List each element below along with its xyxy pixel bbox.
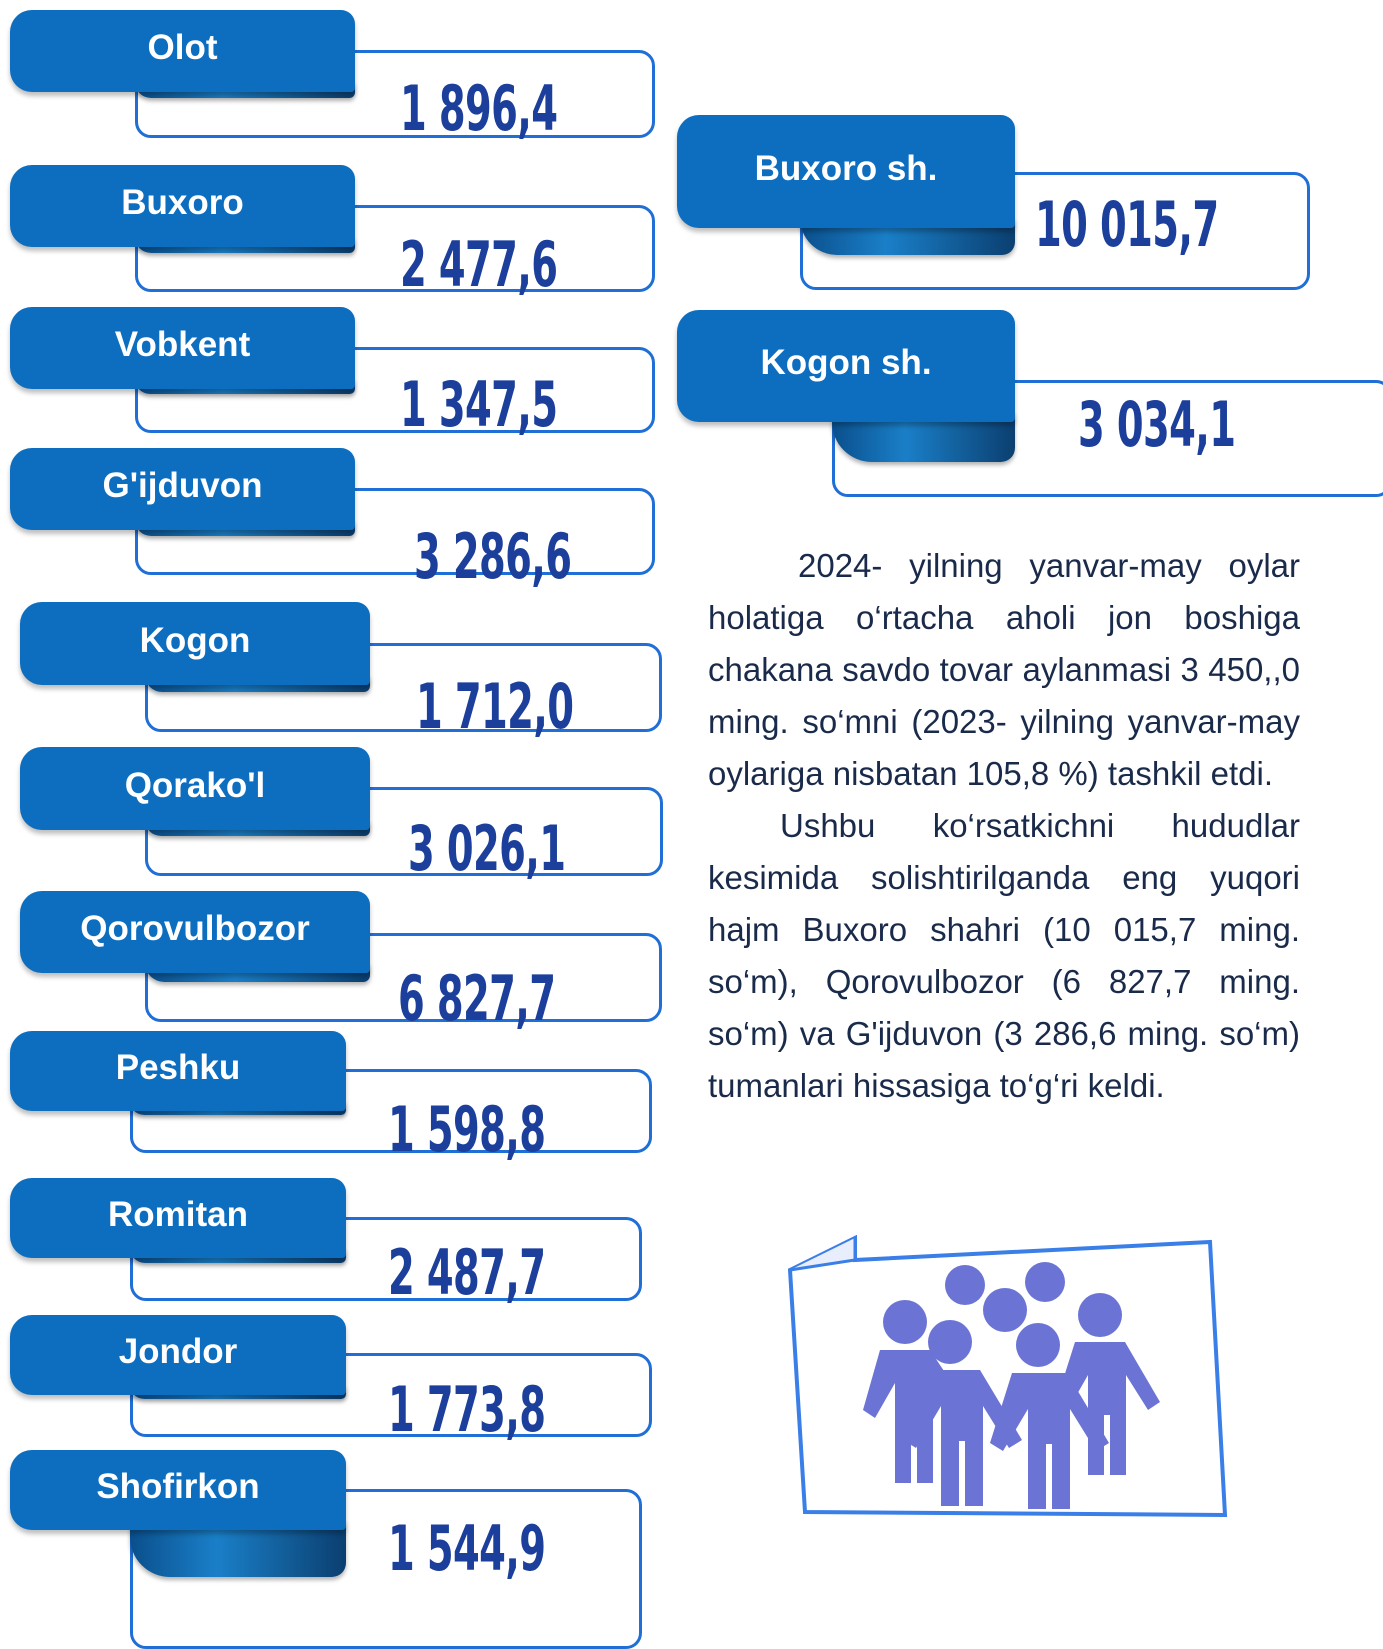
region-value: 1 347,5	[400, 368, 558, 441]
region-value: 2 477,6	[400, 228, 558, 301]
region-label: Qorako'l	[20, 747, 370, 830]
region-label: Romitan	[10, 1178, 346, 1258]
region-label: Buxoro	[10, 165, 355, 247]
region-value: 2 487,7	[388, 1236, 546, 1309]
region-value: 6 827,7	[398, 962, 556, 1035]
region-label: Qorovulbozor	[20, 891, 370, 973]
region-value: 1 598,8	[388, 1093, 546, 1166]
paragraph: 2024- yilning yanvar-may oylar holatiga …	[708, 547, 1300, 792]
paragraph: Ushbu ko‘rsatkichni hududlar kesimida so…	[708, 807, 1300, 1104]
people-icon	[787, 1234, 1228, 1518]
region-label: Jondor	[10, 1315, 346, 1395]
region-value: 3 286,6	[414, 520, 572, 593]
region-value: 1 712,0	[416, 670, 574, 743]
region-value: 3 026,1	[408, 812, 566, 885]
description: 2024- yilning yanvar-may oylar holatiga …	[708, 540, 1300, 1112]
region-label: Shofirkon	[10, 1450, 346, 1530]
region-label: Buxoro sh.	[677, 115, 1015, 228]
region-label: Vobkent	[10, 307, 355, 389]
region-value: 10 015,7	[1035, 188, 1219, 261]
region-label: Kogon	[20, 602, 370, 685]
region-label: Kogon sh.	[677, 310, 1015, 422]
region-value: 1 544,9	[388, 1512, 546, 1585]
region-value: 3 034,1	[1078, 388, 1236, 461]
region-value: 1 773,8	[388, 1373, 546, 1446]
region-label: Olot	[10, 10, 355, 92]
region-label: Peshku	[10, 1031, 346, 1111]
region-value: 1 896,4	[400, 72, 558, 145]
region-label: G'ijduvon	[10, 448, 355, 530]
